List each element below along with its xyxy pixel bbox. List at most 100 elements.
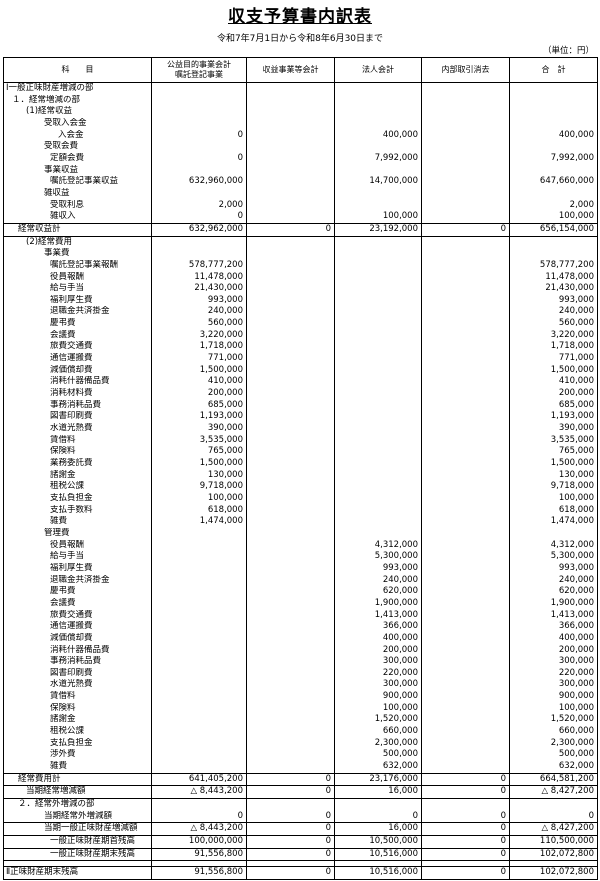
empty-cell [509,235,598,249]
empty-cell [246,329,335,342]
row-label: 経常費用計 [3,772,152,786]
empty-cell [151,94,247,107]
amount-cell: 200,000 [151,388,247,400]
empty-cell [421,492,510,505]
amount-cell: 100,000,000 [151,835,247,849]
row-label: 当期経常増減額 [3,785,152,799]
amount-cell: 16,000 [334,822,422,836]
amount-cell: 400,000 [334,632,422,645]
row-label: 事業費 [3,248,152,260]
table-row: 保険料 100,000 100,000 [3,702,598,715]
amount-cell: 0 [421,810,510,823]
empty-cell [334,283,422,295]
empty-cell [246,259,335,272]
amount-cell: 2,300,000 [509,737,598,750]
row-label: 退職金共済掛金 [3,306,152,319]
empty-cell [246,609,335,622]
amount-cell: 366,000 [509,621,598,633]
column-header-line: 嘱託登記事業 [175,70,223,79]
empty-cell [151,691,247,703]
empty-cell [151,644,247,657]
amount-cell: 0 [246,785,335,799]
row-label: 水道光熱費 [3,423,152,435]
empty-cell [334,94,422,107]
empty-cell [421,235,510,249]
table-row: 当期一般正味財産増減額 △ 8,443,200 0 16,000 0 △ 8,427,20… [3,822,598,836]
empty-cell [246,527,335,540]
table-row: 業務委託費 1,500,000 1,500,000 [3,458,598,470]
row-label: １．経常増減の部 [3,94,152,107]
empty-cell [246,187,335,200]
empty-cell [334,235,422,249]
empty-cell [509,187,598,200]
empty-cell [421,283,510,295]
amount-cell: 500,000 [509,749,598,762]
table-row: 退職金共済掛金 240,000 240,000 [3,574,598,587]
empty-cell [421,94,510,107]
table-row: 役員報酬 11,478,000 11,478,000 [3,271,598,284]
row-label: ２．経常外増減の部 [3,798,152,811]
empty-cell [246,702,335,715]
unit: （単位：円） [542,46,594,56]
row-label: (2)経常費用 [3,235,152,249]
amount-cell: 240,000 [509,306,598,319]
amount-cell: 900,000 [509,691,598,703]
table-row: 減価償却費 400,000 400,000 [3,632,598,645]
amount-cell: 2,000 [151,199,247,212]
amount-cell: 14,700,000 [334,176,422,188]
row-label: 慶弔費 [3,586,152,598]
empty-cell [509,527,598,540]
empty-cell [246,434,335,447]
table-row: 消耗什器備品費 200,000 200,000 [3,644,598,657]
row-label: 諸謝金 [3,714,152,727]
empty-cell [421,164,510,177]
empty-cell [421,259,510,272]
empty-cell [334,481,422,493]
column-header: 公益目的事業会計 嘱託登記事業 [151,57,247,83]
table-row: 会議費 1,900,000 1,900,000 [3,597,598,610]
amount-cell: 1,193,000 [509,411,598,424]
table-row: 給与手当 5,300,000 5,300,000 [3,551,598,563]
table-row: (1)経常収益 [3,106,598,118]
empty-cell [246,469,335,482]
amount-cell: 771,000 [509,353,598,365]
empty-cell [246,82,335,95]
row-label: 業務委託費 [3,458,152,470]
empty-cell [246,271,335,284]
empty-cell [421,82,510,95]
amount-cell: 7,992,000 [509,152,598,165]
empty-cell [151,574,247,587]
amount-cell: 200,000 [509,644,598,657]
amount-cell: 1,718,000 [151,341,247,354]
row-label: 雑収入 [3,211,152,224]
empty-cell [246,446,335,458]
table-row: 雑収益 [3,187,598,200]
row-label: 保険料 [3,702,152,715]
empty-cell [334,341,422,354]
empty-cell [151,248,247,260]
empty-cell [151,656,247,668]
table-row: 雑費 632,000 632,000 [3,761,598,774]
amount-cell: 410,000 [151,376,247,389]
amount-cell: 0 [421,835,510,849]
empty-cell [509,164,598,177]
empty-cell [421,504,510,517]
empty-cell [246,129,335,142]
table-row: 消耗什器備品費 410,000 410,000 [3,376,598,389]
table-row: 退職金共済掛金 240,000 240,000 [3,306,598,319]
empty-cell [334,318,422,330]
amount-cell: 578,777,200 [509,259,598,272]
empty-cell [246,376,335,389]
empty-cell [334,364,422,377]
empty-cell [421,211,510,224]
empty-cell [421,434,510,447]
empty-cell [246,551,335,563]
table-row: 定額会費 0 7,992,000 7,992,000 [3,152,598,165]
table-row: Ⅱ正味財産期末残高 91,556,800 0 10,516,000 0 102,072,8… [3,866,598,880]
empty-cell [246,749,335,762]
empty-cell [334,271,422,284]
column-header-line: 公益目的事業会計 [167,60,231,69]
table-row: 福利厚生費 993,000 993,000 [3,562,598,575]
empty-cell [151,235,247,249]
empty-cell [334,141,422,153]
